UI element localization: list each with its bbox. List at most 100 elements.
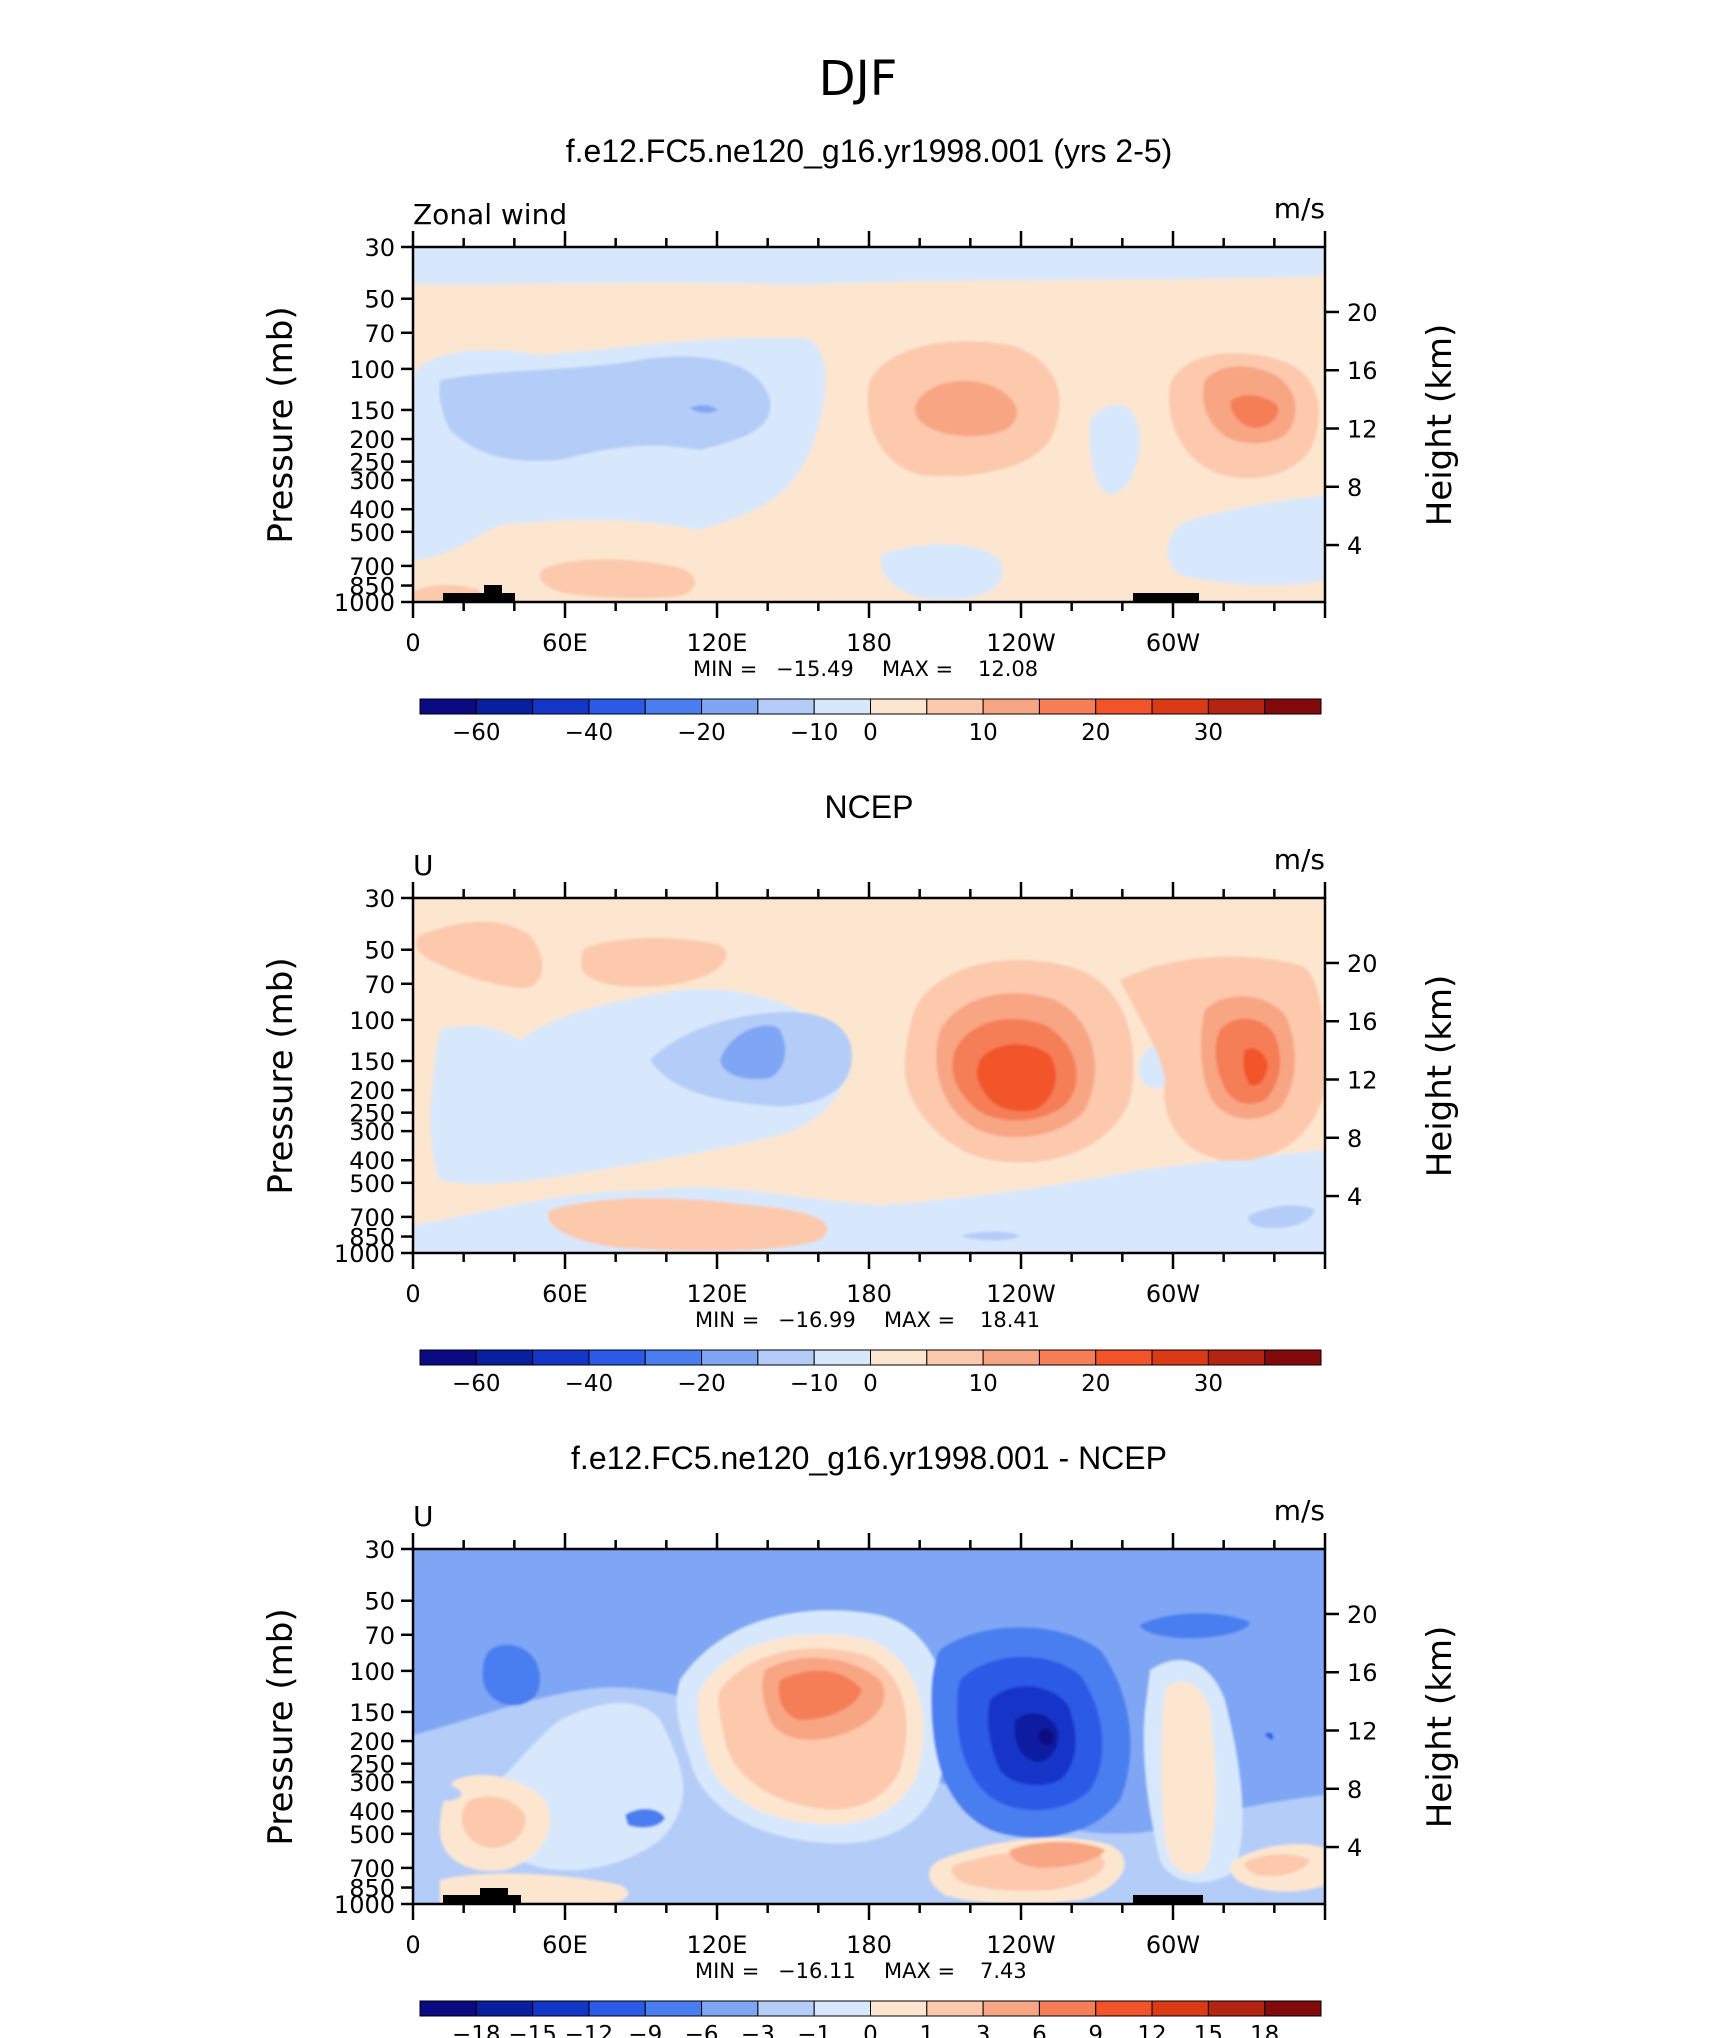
colorbar-swatch [475,1349,534,1366]
y-tick-label: 500 [349,1821,395,1849]
colorbar-swatch [701,2000,759,2017]
colorbar-label: −40 [565,1371,614,1397]
colorbar-swatch [1207,1349,1266,1366]
y-tick-label: 70 [364,971,395,999]
colorbar-swatch [982,1349,1040,1366]
topography [1133,593,1199,602]
colorbar-swatch [1207,698,1266,715]
colorbar-swatch [813,698,871,715]
y-tick-label: 150 [349,1699,395,1727]
ylabel: Pressure (mb) [261,306,301,543]
panel-title: f.e12.FC5.ne120_g16.yr1998.001 (yrs 2-5) [566,133,1173,169]
colorbar-label: 15 [1194,2022,1223,2038]
y-right-tick-label: 20 [1347,1601,1378,1629]
y-tick-label: 400 [349,1147,395,1175]
y-tick-label: 300 [349,1769,395,1797]
topography [443,1895,521,1904]
colorbar: −60 −40 −20 −10 0 10 20 30 [419,1349,1322,1397]
min-value: −16.11 [778,1959,856,1983]
y-tick-label: 250 [349,1751,395,1779]
colorbar-swatch [419,698,477,715]
panel-units: m/s [1274,843,1325,876]
y-tick-label: 200 [349,1728,395,1756]
colorbar-label: −1 [797,2022,831,2038]
ylabel-right: Height (km) [1420,324,1460,527]
colorbar-swatch [926,2000,984,2017]
colorbar-label: −9 [628,2022,662,2038]
max-label: MAX = [884,1959,955,1983]
y-right-tick-label: 20 [1347,950,1378,978]
colorbar-swatch [532,2000,590,2017]
y-tick-label: 1000 [334,589,395,617]
stats: MIN = −16.11 MAX = 7.43 [695,1959,1027,1983]
min-label: MIN = [695,1959,759,1983]
colorbar-swatch [475,698,534,715]
colorbar-label: 20 [1081,720,1110,746]
topography [480,1888,508,1897]
y-tick-label: 70 [364,1622,395,1650]
y-tick-label: 850 [349,1875,395,1903]
x-tick-label: 60E [542,629,588,657]
x-tick-label: 0 [405,1931,420,1959]
panel-title: f.e12.FC5.ne120_g16.yr1998.001 - NCEP [571,1440,1167,1476]
colorbar-label: −40 [565,720,614,746]
y-tick-label: 30 [364,1536,395,1564]
y-tick-label: 1000 [334,1891,395,1919]
colorbar-swatch [870,698,928,715]
colorbar-label: −60 [452,720,501,746]
y-tick-label: 850 [349,1224,395,1252]
y-tick-label: 300 [349,467,395,495]
y-tick-label: 850 [349,573,395,601]
colorbar-swatch [757,1349,815,1366]
colorbar-label: 10 [968,1371,997,1397]
colorbar-swatch [870,1349,928,1366]
colorbar-label: 3 [976,2022,991,2038]
colorbar-label: 30 [1194,1371,1223,1397]
stats: MIN = −15.49 MAX = 12.08 [693,657,1038,681]
topography [1133,1895,1203,1904]
y-right-tick-label: 12 [1347,1067,1378,1095]
panel-left-label: U [413,1500,434,1533]
x-tick-label: 60W [1146,629,1200,657]
figure-title: DJF [819,51,898,107]
y-tick-label: 300 [349,1118,395,1146]
colorbar-label: −20 [677,720,726,746]
colorbar-swatch [1095,698,1153,715]
y-right-tick-label: 4 [1347,1183,1362,1211]
colorbar-label: 6 [1032,2022,1047,2038]
colorbar-label: −10 [790,720,839,746]
panel-units: m/s [1274,192,1325,225]
contour-field [413,898,1325,1253]
colorbar-swatch [588,698,646,715]
colorbar-swatch [1038,2000,1097,2017]
y-right-tick-label: 20 [1347,299,1378,327]
colorbar-swatch [1151,2000,1209,2017]
colorbar-swatch [1095,1349,1153,1366]
panel-ncep: NCEP U m/s [261,789,1460,1397]
y-right-tick-label: 16 [1347,1659,1378,1687]
y-tick-label: 1000 [334,1240,395,1268]
colorbar-label: −6 [685,2022,719,2038]
colorbar-label: 12 [1137,2022,1166,2038]
y-tick-label: 30 [364,234,395,262]
x-tick-label: 60E [542,1280,588,1308]
colorbar-label: 10 [968,720,997,746]
colorbar-swatch [982,2000,1040,2017]
y-tick-label: 500 [349,1170,395,1198]
y-tick-label: 200 [349,1077,395,1105]
x-tick-label: 60W [1146,1931,1200,1959]
panel-model: f.e12.FC5.ne120_g16.yr1998.001 (yrs 2-5)… [261,133,1460,746]
colorbar-swatch [926,698,984,715]
colorbar-swatch [1038,698,1097,715]
y-tick-label: 200 [349,426,395,454]
y-tick-label: 700 [349,1204,395,1232]
y-tick-label: 150 [349,397,395,425]
x-tick-label: 180 [846,1931,892,1959]
colorbar: −60 −40 −20 −10 0 10 20 30 [419,698,1322,746]
colorbar-swatch [813,1349,871,1366]
colorbar-swatch [870,2000,928,2017]
max-value: 7.43 [980,1959,1027,1983]
x-tick-label: 120W [986,1280,1056,1308]
y-tick-label: 100 [349,356,395,384]
